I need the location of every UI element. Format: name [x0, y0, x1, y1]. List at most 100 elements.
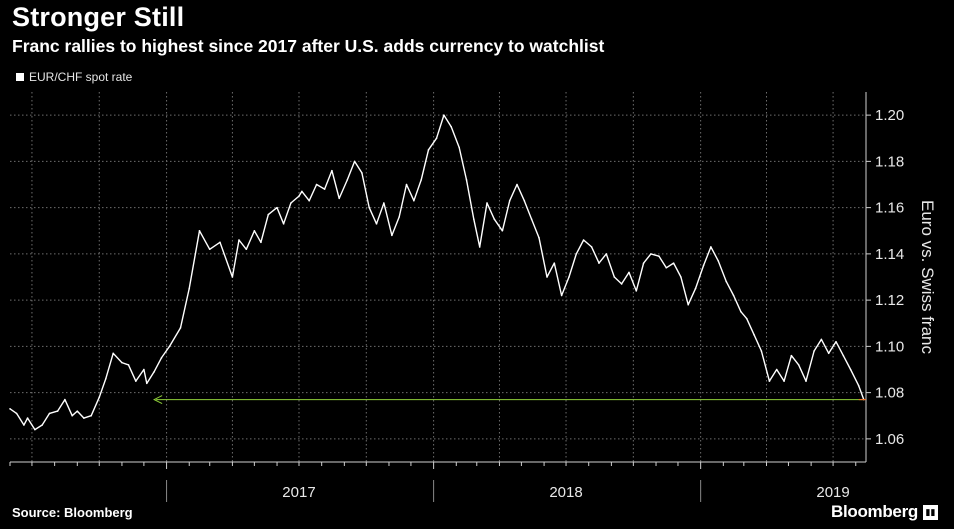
data-point — [64, 398, 66, 401]
data-point — [308, 199, 311, 202]
data-point — [546, 276, 548, 278]
data-point — [598, 262, 600, 264]
data-point — [478, 246, 481, 248]
data-point — [538, 236, 540, 239]
data-point — [725, 280, 728, 283]
data-point — [245, 248, 248, 251]
data-point — [835, 340, 837, 343]
y-axis-ticks: 1.06 1.08 1.10 1.12 1.14 1.16 1.18 1.20 — [866, 107, 904, 448]
data-point — [231, 276, 234, 278]
data-point — [375, 223, 378, 225]
data-point — [575, 253, 578, 255]
data-point — [15, 412, 18, 415]
data-point — [613, 276, 616, 278]
data-point — [146, 382, 148, 385]
data-point — [346, 179, 349, 181]
data-point — [516, 183, 518, 186]
data-point — [98, 396, 101, 399]
data-point — [56, 410, 59, 412]
data-point — [740, 310, 742, 313]
data-point — [768, 380, 771, 382]
data-point — [790, 354, 793, 357]
data-point — [253, 229, 256, 232]
source-note: Source: Bloomberg — [12, 505, 133, 520]
data-point — [219, 241, 221, 244]
data-point — [628, 271, 630, 274]
data-point — [168, 345, 171, 348]
data-point — [238, 239, 240, 241]
y-tick-label: 1.14 — [875, 246, 904, 263]
data-point — [605, 253, 608, 255]
data-point — [41, 424, 43, 426]
x-year-label: 2017 — [282, 484, 315, 501]
data-point — [427, 149, 430, 151]
data-point — [105, 377, 107, 380]
data-point — [290, 202, 292, 204]
data-point — [732, 294, 735, 297]
data-point — [523, 199, 526, 202]
data-point — [276, 206, 278, 209]
y-axis-label: Euro vs. Swiss franc — [918, 200, 937, 354]
data-point — [857, 384, 860, 387]
data-point — [26, 417, 29, 419]
data-point — [672, 262, 675, 264]
data-point — [687, 303, 690, 306]
data-point — [435, 137, 438, 140]
data-point — [710, 246, 712, 248]
data-point — [420, 179, 422, 181]
brand-logo: Bloomberg — [830, 502, 918, 521]
y-tick-label: 1.16 — [875, 200, 904, 217]
data-point — [797, 364, 800, 366]
data-point — [90, 414, 93, 417]
data-point — [153, 371, 155, 373]
axes — [9, 92, 867, 502]
arrow-head — [153, 395, 163, 405]
data-point — [590, 246, 593, 248]
data-point — [135, 380, 137, 382]
data-point — [501, 229, 504, 232]
data-point — [112, 352, 114, 355]
data-point — [702, 264, 705, 267]
data-point — [198, 229, 201, 232]
data-point — [568, 276, 570, 278]
data-point — [694, 287, 697, 290]
y-tick-label: 1.06 — [875, 431, 904, 448]
data-point — [282, 223, 285, 225]
data-point — [301, 190, 303, 193]
data-point — [323, 188, 326, 190]
chart-subtitle: Franc rallies to highest since 2017 afte… — [12, 36, 605, 56]
data-point — [820, 338, 823, 341]
data-point — [582, 239, 585, 241]
data-point — [680, 276, 682, 278]
data-point — [405, 183, 408, 186]
data-point — [530, 218, 533, 220]
data-point — [353, 160, 356, 163]
data-point — [813, 350, 815, 352]
data-point — [9, 408, 11, 410]
data-point — [642, 262, 645, 264]
data-point — [368, 206, 371, 209]
data-point — [760, 350, 763, 352]
data-point — [76, 410, 79, 412]
x-year-label: 2019 — [816, 484, 849, 501]
data-point — [398, 216, 401, 218]
data-point — [745, 317, 748, 320]
data-point — [188, 287, 191, 290]
data-point — [443, 114, 445, 116]
chart-title: Stronger Still — [12, 2, 185, 32]
arrow-annotation — [153, 395, 864, 405]
data-point — [493, 218, 496, 220]
data-point — [315, 183, 318, 186]
data-point — [298, 195, 300, 197]
data-point — [842, 354, 845, 357]
data-point — [338, 197, 341, 200]
series-layer — [9, 114, 866, 431]
data-point — [121, 361, 123, 364]
data-point — [753, 334, 755, 336]
data-point — [560, 294, 563, 297]
data-point — [620, 283, 623, 285]
data-point — [827, 352, 830, 355]
data-point — [665, 266, 668, 269]
data-point — [658, 255, 660, 257]
